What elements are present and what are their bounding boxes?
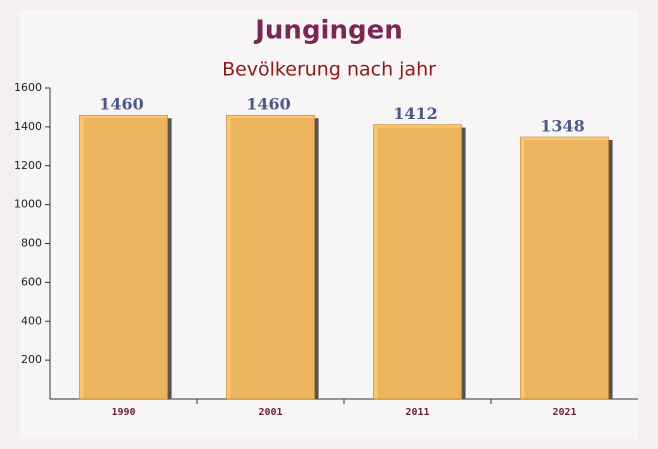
y-tick-label: 1000 <box>14 198 42 211</box>
bar <box>520 136 609 400</box>
y-tick-label: 200 <box>21 353 42 366</box>
value-label: 1460 <box>99 95 144 114</box>
y-tick-label: 600 <box>21 275 42 288</box>
bar <box>79 114 168 400</box>
value-label: 1412 <box>393 104 438 123</box>
x-tick-label: 2021 <box>552 407 576 418</box>
x-tick-label: 2011 <box>405 407 429 418</box>
y-tick-label: 1600 <box>14 81 42 94</box>
bar <box>226 114 315 400</box>
chart-title: Jungingen <box>253 16 402 46</box>
y-tick-label: 1200 <box>14 159 42 172</box>
x-tick-label: 2001 <box>258 407 282 418</box>
chart-subtitle: Bevölkerung nach jahr <box>222 59 436 81</box>
y-tick-label: 800 <box>21 237 42 250</box>
bar <box>373 124 462 400</box>
y-tick-label: 1400 <box>14 120 42 133</box>
value-label: 1348 <box>540 116 585 135</box>
y-tick-label: 400 <box>21 314 42 327</box>
x-tick-label: 1990 <box>111 407 135 418</box>
value-label: 1460 <box>246 95 291 114</box>
